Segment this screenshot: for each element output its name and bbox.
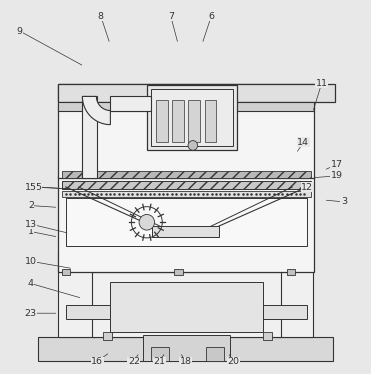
Bar bbox=[147, 85, 237, 150]
Bar bbox=[59, 104, 314, 178]
Bar bbox=[82, 96, 97, 178]
Bar bbox=[111, 96, 151, 111]
Text: 11: 11 bbox=[316, 79, 328, 88]
Bar bbox=[143, 335, 230, 362]
Bar bbox=[62, 191, 311, 197]
Bar bbox=[59, 102, 314, 111]
Text: 15: 15 bbox=[25, 183, 37, 191]
Text: 10: 10 bbox=[25, 257, 37, 266]
Text: 19: 19 bbox=[331, 171, 342, 180]
Bar bbox=[151, 347, 169, 362]
Text: 7: 7 bbox=[168, 12, 174, 21]
Bar bbox=[276, 250, 312, 337]
Text: 13: 13 bbox=[25, 220, 37, 229]
Text: 14: 14 bbox=[297, 138, 309, 147]
Bar bbox=[66, 305, 110, 319]
Text: 20: 20 bbox=[227, 357, 239, 366]
Bar bbox=[188, 100, 200, 142]
Text: 9: 9 bbox=[17, 27, 23, 36]
Text: 5: 5 bbox=[35, 183, 41, 191]
Text: 3: 3 bbox=[341, 197, 347, 206]
Text: 16: 16 bbox=[91, 357, 103, 366]
Bar bbox=[59, 84, 335, 102]
Bar bbox=[103, 332, 112, 340]
Bar bbox=[206, 347, 224, 362]
Bar bbox=[174, 269, 183, 275]
Bar bbox=[205, 100, 216, 142]
Text: 2: 2 bbox=[28, 201, 34, 210]
Bar bbox=[62, 269, 70, 275]
Circle shape bbox=[139, 214, 155, 230]
Text: 8: 8 bbox=[98, 12, 104, 21]
Polygon shape bbox=[82, 96, 111, 125]
Bar bbox=[38, 337, 333, 362]
Text: 6: 6 bbox=[208, 12, 214, 21]
Text: 22: 22 bbox=[128, 357, 140, 366]
Bar bbox=[59, 250, 95, 337]
Bar bbox=[62, 171, 311, 178]
Bar bbox=[263, 332, 272, 340]
Text: 1: 1 bbox=[28, 227, 34, 236]
Bar bbox=[62, 181, 311, 189]
Bar bbox=[156, 100, 168, 142]
Text: 4: 4 bbox=[28, 279, 34, 288]
Bar bbox=[152, 226, 219, 237]
Bar bbox=[172, 100, 184, 142]
Text: 17: 17 bbox=[331, 160, 342, 169]
Text: 12: 12 bbox=[301, 183, 313, 191]
Bar bbox=[59, 84, 314, 102]
Text: 21: 21 bbox=[154, 357, 166, 366]
Text: 18: 18 bbox=[180, 357, 191, 366]
Bar bbox=[66, 198, 307, 246]
Circle shape bbox=[188, 141, 198, 150]
Bar bbox=[110, 282, 263, 332]
Text: 23: 23 bbox=[25, 309, 37, 318]
Bar bbox=[263, 305, 307, 319]
Bar bbox=[287, 269, 295, 275]
Bar bbox=[59, 176, 314, 272]
Bar bbox=[151, 89, 233, 146]
Bar bbox=[92, 272, 281, 337]
